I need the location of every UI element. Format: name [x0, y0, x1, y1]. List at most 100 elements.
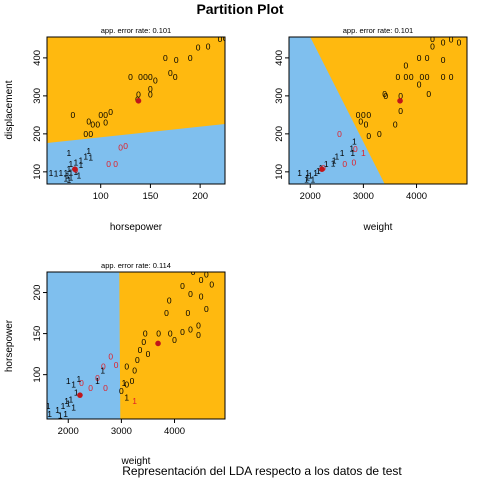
misclassified-point: 0 [337, 129, 342, 139]
data-point: 0 [358, 117, 363, 127]
data-point: 0 [430, 34, 435, 44]
data-point: 1 [305, 168, 310, 178]
data-point: 0 [206, 41, 211, 51]
x-axis-label: weight [363, 222, 393, 233]
y-tick-label: 200 [274, 126, 285, 142]
y-tick-label: 300 [274, 88, 285, 104]
data-point: 0 [88, 129, 93, 139]
data-point: 1 [332, 155, 337, 165]
data-point: 1 [64, 396, 69, 406]
misclassified-point: 0 [101, 361, 106, 371]
data-point: 0 [419, 72, 424, 82]
data-point: 0 [188, 324, 193, 334]
data-point: 1 [68, 168, 73, 178]
data-point: 0 [364, 119, 369, 129]
data-point: 0 [164, 308, 169, 318]
plot-frame [46, 271, 226, 420]
data-point: 1 [59, 168, 64, 178]
misclassified-point: 0 [95, 373, 100, 383]
data-point: 0 [449, 35, 454, 45]
data-point: 0 [98, 110, 103, 120]
figure-footer: Representación del LDA respecto a los da… [122, 464, 402, 478]
x-tick-label: 4000 [164, 426, 185, 437]
data-point: 0 [168, 329, 173, 339]
error-rate-label: app. error rate: 0.114 [101, 261, 171, 270]
data-point: 0 [143, 72, 148, 82]
data-point: 0 [124, 380, 129, 390]
y-axis-label: displacement [4, 80, 15, 139]
data-point: 0 [138, 345, 143, 355]
plot-area: 0000000000000000000000000000000001111111… [32, 34, 226, 202]
data-point: 1 [54, 169, 59, 179]
data-point: 1 [73, 167, 78, 177]
data-point: 1 [324, 159, 329, 169]
data-point: 0 [409, 72, 414, 82]
data-point: 0 [441, 38, 446, 48]
data-point: 0 [86, 117, 91, 127]
y-axis-label: horsepower [4, 319, 15, 372]
data-point: 0 [366, 131, 371, 141]
misclassified-point: 0 [106, 159, 111, 169]
data-point: 0 [196, 42, 201, 52]
x-tick-label: 100 [93, 191, 109, 202]
misclassified-point: 0 [108, 352, 113, 362]
y-tick-label: 100 [32, 367, 43, 383]
data-point: 1 [311, 174, 316, 184]
data-point: 1 [46, 401, 51, 411]
data-point: 0 [180, 281, 185, 291]
data-point: 1 [76, 171, 81, 181]
misclassified-point: 0 [79, 378, 84, 388]
region-class-1 [47, 123, 225, 184]
data-point: 1 [74, 388, 79, 398]
data-point: 0 [382, 89, 387, 99]
misclassified-point: 1 [132, 396, 137, 406]
data-point: 1 [340, 148, 345, 158]
data-point: 0 [148, 89, 153, 99]
data-point: 1 [100, 366, 105, 376]
data-point: 0 [377, 129, 382, 139]
data-point: 1 [69, 394, 74, 404]
data-point: 1 [61, 401, 66, 411]
data-point: 0 [218, 34, 223, 44]
data-point: 0 [449, 72, 454, 82]
data-point: 1 [78, 155, 83, 165]
data-point: 0 [209, 279, 214, 289]
data-point: 0 [174, 55, 179, 65]
data-point: 1 [95, 376, 100, 386]
data-point: 0 [199, 275, 204, 285]
data-point: 0 [398, 106, 403, 116]
data-point: 0 [426, 89, 431, 99]
class-centroid [72, 166, 78, 172]
data-point: 0 [191, 267, 196, 277]
misclassified-point: 0 [123, 141, 128, 151]
misclassified-point: 0 [114, 360, 119, 370]
plot-frame [46, 36, 226, 185]
data-point: 0 [173, 72, 178, 82]
data-point: 0 [383, 91, 388, 101]
data-point: 0 [361, 110, 366, 120]
data-point: 0 [425, 72, 430, 82]
data-point: 0 [153, 76, 158, 86]
data-point: 1 [68, 173, 73, 183]
data-point: 1 [66, 376, 71, 386]
data-point: 1 [316, 166, 321, 176]
data-point: 0 [167, 296, 172, 306]
data-point: 1 [64, 174, 69, 184]
data-point: 0 [204, 304, 209, 314]
data-point: 1 [77, 374, 82, 384]
data-point: 0 [130, 376, 135, 386]
data-point: 0 [83, 129, 88, 139]
misclassified-point: 0 [118, 143, 123, 153]
data-point: 0 [108, 107, 113, 117]
data-point: 1 [58, 411, 63, 421]
data-point: 0 [128, 72, 133, 82]
class-centroid [155, 340, 161, 347]
misclassified-point: 0 [353, 144, 358, 154]
data-point: 0 [188, 53, 193, 63]
data-point: 1 [66, 171, 71, 181]
data-point: 0 [143, 329, 148, 339]
data-point: 1 [67, 164, 72, 174]
data-point: 1 [352, 136, 357, 146]
